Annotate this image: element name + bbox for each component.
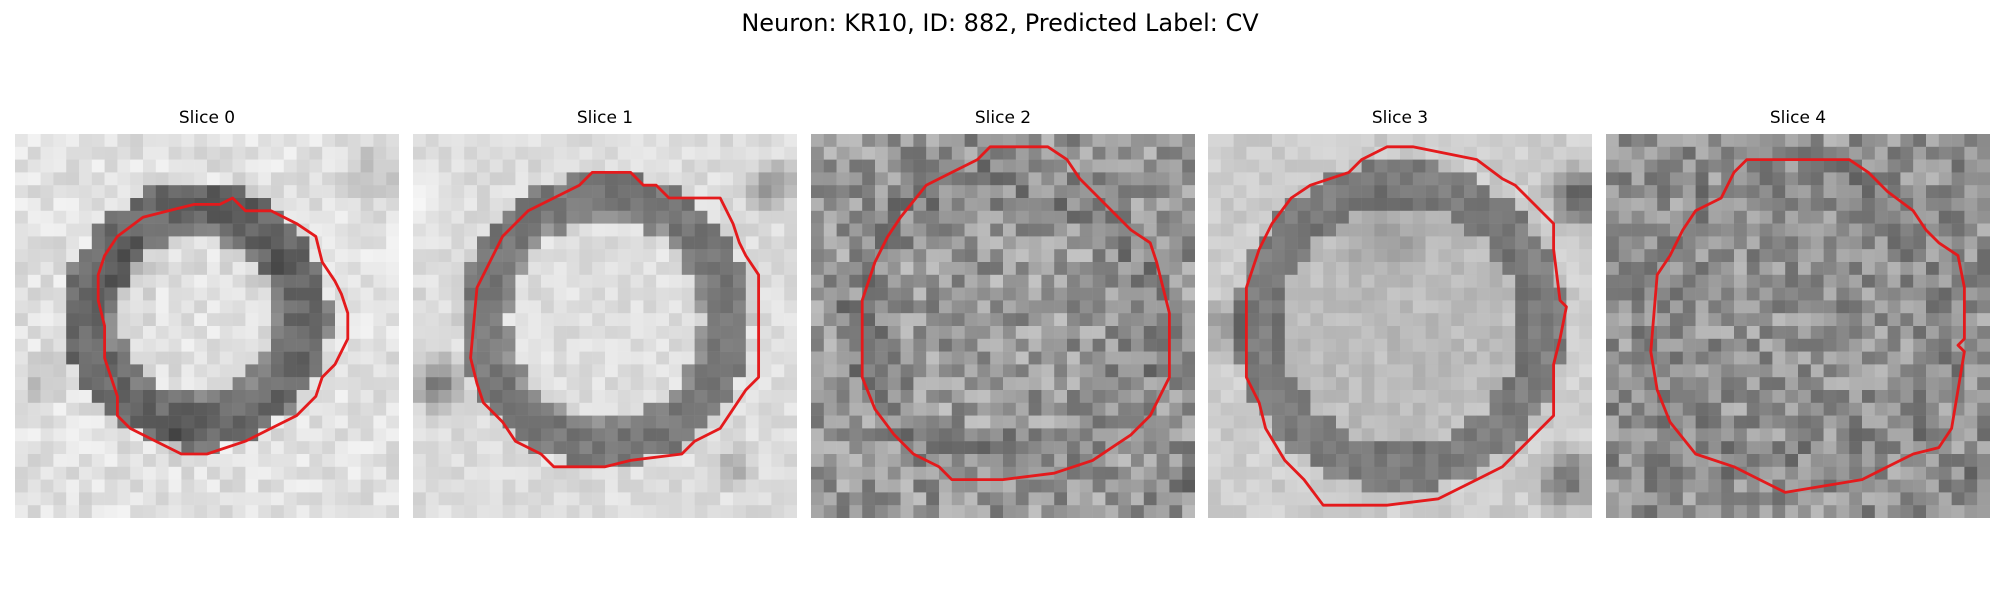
slice-title: Slice 2 — [811, 108, 1195, 128]
pixel-grid — [811, 134, 1195, 518]
pixel-grid — [413, 134, 797, 518]
slice-title: Slice 0 — [15, 108, 399, 128]
pixel-grid — [15, 134, 399, 518]
slice-image — [811, 134, 1195, 518]
slice-title: Slice 3 — [1208, 108, 1592, 128]
slice-title: Slice 4 — [1606, 108, 1990, 128]
slice-title: Slice 1 — [413, 108, 797, 128]
slice-image — [1606, 134, 1990, 518]
slice-image — [1208, 134, 1592, 518]
slice-image — [15, 134, 399, 518]
pixel-grid — [1606, 134, 1990, 518]
pixel-grid — [1208, 134, 1592, 518]
slice-image — [413, 134, 797, 518]
figure-title: Neuron: KR10, ID: 882, Predicted Label: … — [0, 8, 2000, 38]
